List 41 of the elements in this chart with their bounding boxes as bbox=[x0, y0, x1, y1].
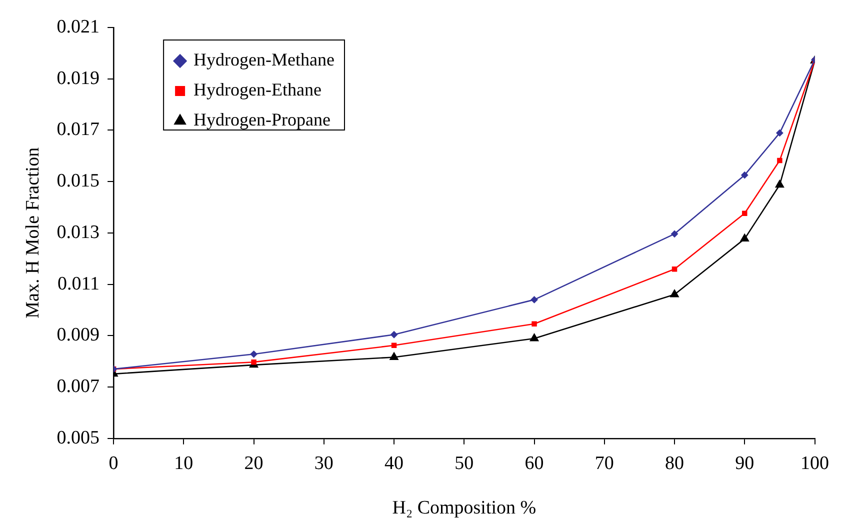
y-tick-label: 0.011 bbox=[58, 273, 100, 294]
x-tick-label: 50 bbox=[454, 452, 474, 474]
x-tick-label: 40 bbox=[384, 452, 404, 474]
x-tick-label: 0 bbox=[108, 452, 118, 474]
x-axis-title: H₂ Composition % bbox=[392, 498, 536, 519]
point bbox=[391, 342, 397, 348]
x-tick-label: 10 bbox=[174, 452, 194, 474]
y-tick-label: 0.017 bbox=[56, 119, 100, 140]
x-tick-label: 70 bbox=[594, 452, 614, 474]
point bbox=[672, 266, 678, 272]
point bbox=[670, 290, 679, 298]
point bbox=[741, 172, 748, 179]
x-tick-label: 60 bbox=[524, 452, 544, 474]
x-tick-label: 80 bbox=[665, 452, 684, 474]
point bbox=[776, 129, 784, 136]
point bbox=[740, 234, 750, 242]
y-axis-title: Max. H Mole Fraction bbox=[22, 146, 44, 318]
point bbox=[742, 210, 748, 216]
y-tick-label: 0.015 bbox=[56, 170, 100, 192]
y-tick-label: 0.007 bbox=[56, 376, 100, 398]
x-tick-label: 100 bbox=[800, 452, 829, 474]
y-tick-label: 0.019 bbox=[56, 68, 100, 89]
point bbox=[530, 296, 538, 304]
y-tick-label: 0.013 bbox=[56, 222, 100, 243]
point bbox=[530, 333, 539, 342]
legend-label: Hydrogen-Propane bbox=[194, 110, 331, 130]
point bbox=[777, 158, 782, 164]
y-tick-label: 0.021 bbox=[56, 16, 100, 38]
legend-label: Hydrogen-Ethane bbox=[194, 80, 322, 100]
y-tick-label: 0.005 bbox=[56, 427, 100, 448]
x-tick-label: 30 bbox=[314, 452, 334, 474]
point bbox=[671, 230, 678, 238]
y-tick-label: 0.009 bbox=[56, 324, 100, 346]
legend-label: Hydrogen-Methane bbox=[194, 50, 335, 70]
x-tick-label: 20 bbox=[244, 452, 264, 474]
point bbox=[250, 350, 258, 358]
point bbox=[390, 352, 398, 360]
point bbox=[532, 321, 537, 326]
point bbox=[775, 180, 784, 188]
point bbox=[390, 331, 398, 338]
x-tick-label: 90 bbox=[735, 452, 754, 474]
